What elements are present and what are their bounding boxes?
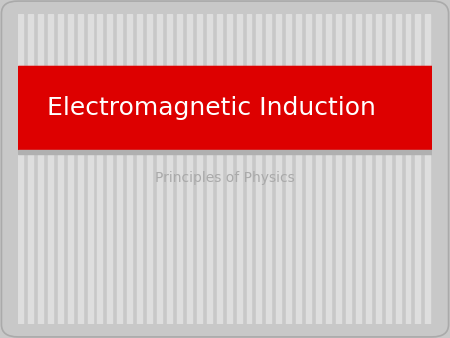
- Bar: [18, 150, 432, 154]
- Bar: [316, 14, 321, 324]
- Bar: [117, 14, 122, 324]
- Bar: [18, 14, 23, 324]
- Bar: [88, 14, 93, 324]
- Text: Electromagnetic Induction: Electromagnetic Induction: [47, 96, 376, 120]
- Bar: [68, 14, 72, 324]
- Bar: [425, 14, 430, 324]
- Bar: [177, 14, 182, 324]
- Bar: [276, 14, 281, 324]
- Bar: [18, 66, 432, 150]
- Bar: [237, 14, 242, 324]
- Bar: [77, 14, 83, 324]
- Bar: [415, 14, 420, 324]
- Text: Principles of Physics: Principles of Physics: [155, 171, 295, 185]
- Bar: [147, 14, 152, 324]
- Bar: [157, 14, 162, 324]
- Bar: [28, 14, 33, 324]
- Bar: [376, 14, 381, 324]
- Bar: [48, 14, 53, 324]
- Bar: [197, 14, 202, 324]
- Bar: [296, 14, 301, 324]
- Bar: [247, 14, 252, 324]
- Bar: [207, 14, 212, 324]
- Bar: [217, 14, 222, 324]
- Bar: [38, 14, 43, 324]
- Bar: [356, 14, 361, 324]
- Bar: [366, 14, 371, 324]
- Bar: [187, 14, 192, 324]
- Bar: [98, 14, 103, 324]
- Bar: [18, 66, 432, 74]
- Bar: [405, 14, 410, 324]
- Bar: [167, 14, 172, 324]
- Bar: [386, 14, 391, 324]
- Bar: [306, 14, 311, 324]
- Bar: [326, 14, 331, 324]
- Bar: [227, 14, 232, 324]
- Bar: [108, 14, 112, 324]
- Bar: [127, 14, 132, 324]
- Bar: [396, 14, 400, 324]
- Bar: [256, 14, 261, 324]
- Bar: [336, 14, 341, 324]
- Bar: [266, 14, 271, 324]
- Bar: [286, 14, 291, 324]
- Bar: [346, 14, 351, 324]
- Bar: [58, 14, 63, 324]
- Bar: [137, 14, 142, 324]
